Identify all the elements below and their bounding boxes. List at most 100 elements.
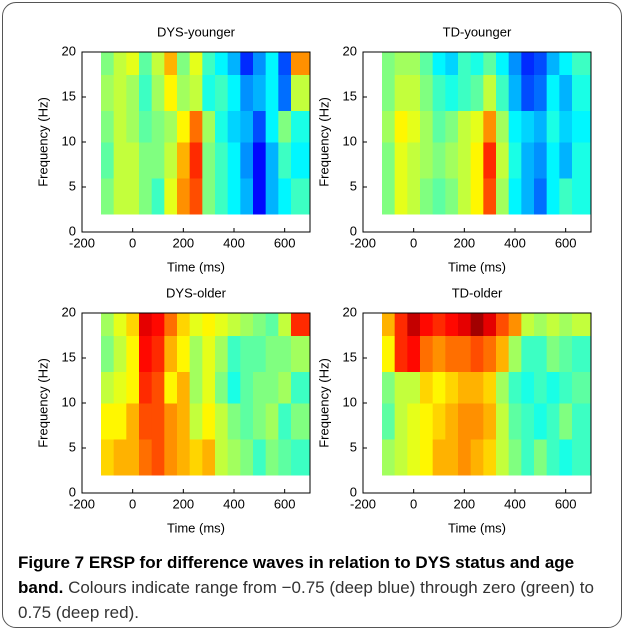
heatmap-cell bbox=[253, 74, 267, 111]
heatmap-cell bbox=[420, 313, 434, 336]
heatmap-cell bbox=[278, 142, 292, 179]
heatmap-cell bbox=[291, 52, 311, 75]
heatmap-cell bbox=[265, 403, 279, 440]
heatmap-cell bbox=[291, 142, 311, 179]
heatmap-cell bbox=[420, 52, 434, 75]
heatmap-cell bbox=[227, 313, 241, 336]
heatmap-cell bbox=[483, 178, 497, 215]
heatmap-cell bbox=[202, 403, 216, 440]
heatmap-cell bbox=[407, 110, 421, 143]
heatmap-cell bbox=[483, 403, 497, 440]
heatmap-cell bbox=[101, 335, 115, 372]
heatmap-cell bbox=[508, 335, 522, 372]
heatmap-cell bbox=[432, 52, 446, 75]
heatmap-cell bbox=[164, 110, 178, 143]
heatmap-cell bbox=[101, 110, 115, 143]
y-tick-label: 5 bbox=[350, 439, 357, 454]
y-tick-label: 15 bbox=[62, 349, 76, 364]
heatmap-cell bbox=[177, 403, 191, 440]
heatmap-cell bbox=[470, 313, 484, 336]
heatmap-cell bbox=[496, 439, 510, 476]
heatmap-cell bbox=[407, 142, 421, 179]
heatmap-cell bbox=[382, 52, 396, 75]
heatmap-cell bbox=[470, 178, 484, 215]
heatmap-cell bbox=[164, 335, 178, 372]
heatmap-cell bbox=[445, 52, 459, 75]
heatmap-cell bbox=[151, 178, 165, 215]
heatmap-cell bbox=[291, 335, 311, 372]
heatmap-cell bbox=[432, 403, 446, 440]
heatmap-cell bbox=[265, 52, 279, 75]
heatmap-cell bbox=[445, 313, 459, 336]
heatmap-cell bbox=[521, 313, 535, 336]
heatmap-cell bbox=[253, 439, 267, 476]
heatmap-cell bbox=[240, 335, 254, 372]
heatmap-cell bbox=[253, 371, 267, 404]
heatmap-cell bbox=[496, 335, 510, 372]
heatmap-cell bbox=[420, 142, 434, 179]
heatmap-cell bbox=[420, 371, 434, 404]
panel-title: DYS-older bbox=[166, 285, 227, 300]
heatmap-cell bbox=[420, 74, 434, 111]
heatmap-cell bbox=[177, 335, 191, 372]
heatmap-cell bbox=[382, 313, 396, 336]
heatmap-cell bbox=[240, 439, 254, 476]
heatmap-cell bbox=[559, 52, 573, 75]
heatmap-cell bbox=[151, 52, 165, 75]
heatmap-cell bbox=[202, 74, 216, 111]
heatmap-cell bbox=[126, 371, 140, 404]
heatmap-cell bbox=[164, 142, 178, 179]
heatmap-cell bbox=[101, 178, 115, 215]
heatmap-cell bbox=[113, 110, 127, 143]
heatmap-cell bbox=[202, 313, 216, 336]
heatmap-cell bbox=[382, 371, 396, 404]
heatmap-cell bbox=[394, 335, 408, 372]
heatmap-cell bbox=[227, 439, 241, 476]
heatmap-cell bbox=[458, 178, 472, 215]
heatmap-cell bbox=[151, 74, 165, 111]
heatmap-cell bbox=[215, 178, 229, 215]
heatmap-cell bbox=[382, 74, 396, 111]
heatmap-cell bbox=[496, 371, 510, 404]
heatmap-cell bbox=[483, 313, 497, 336]
heatmap-cell bbox=[382, 178, 396, 215]
y-tick-label: 0 bbox=[69, 223, 76, 238]
heatmap-cell bbox=[483, 74, 497, 111]
x-tick-label: 600 bbox=[555, 496, 577, 511]
heatmap-cell bbox=[572, 371, 592, 404]
heatmap-cell bbox=[546, 52, 560, 75]
heatmap-cell bbox=[189, 313, 203, 336]
heatmap-cell bbox=[420, 110, 434, 143]
panel-title: DYS-younger bbox=[157, 24, 236, 39]
heatmap-cell bbox=[139, 142, 153, 179]
heatmap-cell bbox=[202, 110, 216, 143]
y-tick-label: 20 bbox=[62, 304, 76, 319]
heatmap-cell bbox=[177, 74, 191, 111]
heatmap-cell bbox=[164, 439, 178, 476]
heatmap-cell bbox=[559, 74, 573, 111]
heatmap-cell bbox=[177, 110, 191, 143]
heatmap-cell bbox=[432, 178, 446, 215]
heatmap-cell bbox=[394, 110, 408, 143]
heatmap-cell bbox=[445, 110, 459, 143]
heatmap-cell bbox=[483, 439, 497, 476]
heatmap-cell bbox=[177, 371, 191, 404]
heatmap-cell bbox=[240, 313, 254, 336]
heatmap-cell bbox=[177, 142, 191, 179]
heatmap-cell bbox=[240, 178, 254, 215]
x-tick-label: 400 bbox=[504, 235, 526, 250]
heatmap-cell bbox=[164, 403, 178, 440]
heatmap-cell bbox=[508, 439, 522, 476]
heatmap-cell bbox=[139, 178, 153, 215]
heatmap-cell bbox=[101, 371, 115, 404]
heatmap-cell bbox=[470, 52, 484, 75]
heatmap-cell bbox=[546, 403, 560, 440]
heatmap-cell bbox=[215, 142, 229, 179]
y-tick-label: 5 bbox=[69, 178, 76, 193]
heatmap-cell bbox=[164, 371, 178, 404]
heatmap-cell bbox=[278, 335, 292, 372]
heatmap-cell bbox=[215, 371, 229, 404]
heatmap-cell bbox=[407, 74, 421, 111]
heatmap-cell bbox=[470, 439, 484, 476]
heatmap-cell bbox=[521, 74, 535, 111]
